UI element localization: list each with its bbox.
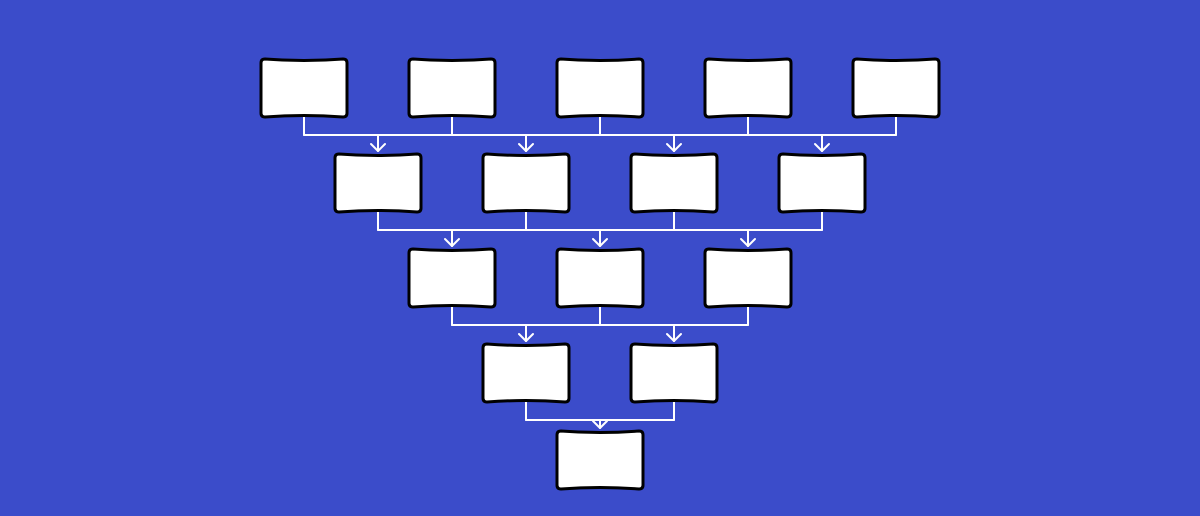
tree-node	[557, 59, 643, 117]
tree-node	[335, 154, 421, 212]
tree-node	[557, 249, 643, 307]
tree-node	[853, 59, 939, 117]
tree-node	[483, 154, 569, 212]
diagram-stage	[0, 0, 1200, 516]
tree-node	[705, 249, 791, 307]
tree-node	[631, 344, 717, 402]
tree-node	[557, 431, 643, 489]
tree-node	[779, 154, 865, 212]
tree-node	[705, 59, 791, 117]
tree-node	[409, 59, 495, 117]
tree-node	[483, 344, 569, 402]
tree-node	[261, 59, 347, 117]
tree-node	[631, 154, 717, 212]
funnel-tree-diagram	[0, 0, 1200, 516]
tree-node	[409, 249, 495, 307]
